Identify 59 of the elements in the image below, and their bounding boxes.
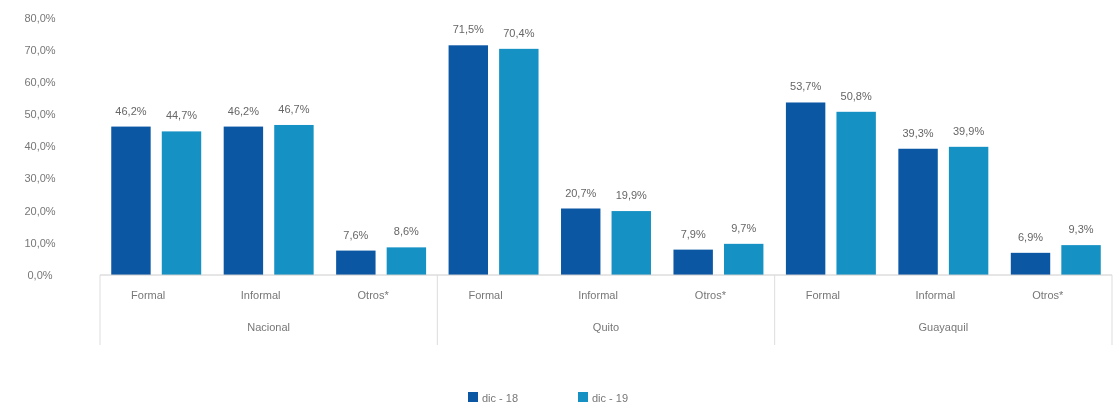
data-label: 44,7%	[165, 109, 198, 122]
data-label: 53,7%	[790, 80, 822, 93]
bar	[223, 126, 264, 275]
legend-label: dic - 19	[592, 392, 629, 404]
bar	[1010, 252, 1051, 275]
bar	[561, 208, 601, 275]
x-tick-label: Formal	[131, 289, 166, 301]
data-label: 9,3%	[1068, 223, 1094, 236]
data-label: 50,8%	[840, 89, 872, 102]
bar	[274, 124, 314, 275]
bar	[499, 48, 539, 275]
x-tick-label: Formal	[805, 289, 841, 301]
data-label: 46,2%	[227, 104, 260, 117]
data-label: 7,9%	[680, 227, 706, 240]
y-tick-label: 0,0%	[27, 268, 53, 281]
data-label: 8,6%	[393, 225, 420, 238]
x-tick-label: Informal	[915, 289, 956, 301]
bar	[448, 45, 488, 275]
bar	[673, 249, 713, 275]
y-tick-label: 50,0%	[24, 108, 56, 121]
data-label: 9,7%	[731, 221, 757, 234]
y-tick-label: 80,0%	[24, 11, 56, 24]
y-tick-label: 70,0%	[24, 43, 56, 56]
data-label: 39,9%	[953, 124, 985, 137]
text: Guayaquil	[918, 321, 969, 333]
bar	[611, 211, 651, 275]
data-label: 19,9%	[615, 189, 648, 202]
text: Nacional	[247, 321, 291, 333]
bar	[836, 111, 876, 275]
bar	[1061, 245, 1101, 275]
x-tick-label: Formal	[468, 289, 503, 301]
x-tick-label: Informal	[240, 289, 281, 301]
x-tick-label: Informal	[578, 289, 618, 301]
bar	[948, 146, 989, 275]
y-tick-label: 40,0%	[24, 140, 56, 153]
x-tick-label: Otros*	[357, 289, 390, 301]
x-tick-label: Otros*	[1032, 289, 1065, 301]
data-label: 46,2%	[115, 104, 147, 117]
data-label: 39,3%	[902, 126, 934, 139]
y-tick-label: 10,0%	[24, 236, 56, 249]
bar	[785, 102, 826, 275]
x-tick-label: Otros*	[694, 289, 727, 301]
bar	[724, 243, 764, 275]
y-tick-label: 60,0%	[24, 76, 56, 89]
text: Quito	[592, 321, 620, 333]
data-label: 46,7%	[278, 102, 310, 115]
data-label: 71,5%	[452, 23, 485, 36]
data-label: 20,7%	[565, 186, 597, 199]
y-tick-label: 20,0%	[24, 204, 56, 217]
legend-label: dic - 18	[482, 392, 519, 404]
data-label: 6,9%	[1017, 230, 1044, 243]
bar	[386, 247, 427, 275]
data-label: 70,4%	[503, 26, 535, 39]
y-tick-label: 30,0%	[24, 172, 56, 185]
bar	[161, 131, 202, 275]
bar	[898, 148, 938, 275]
bar	[336, 250, 376, 275]
bar	[111, 126, 151, 275]
data-label: 7,6%	[343, 228, 369, 241]
